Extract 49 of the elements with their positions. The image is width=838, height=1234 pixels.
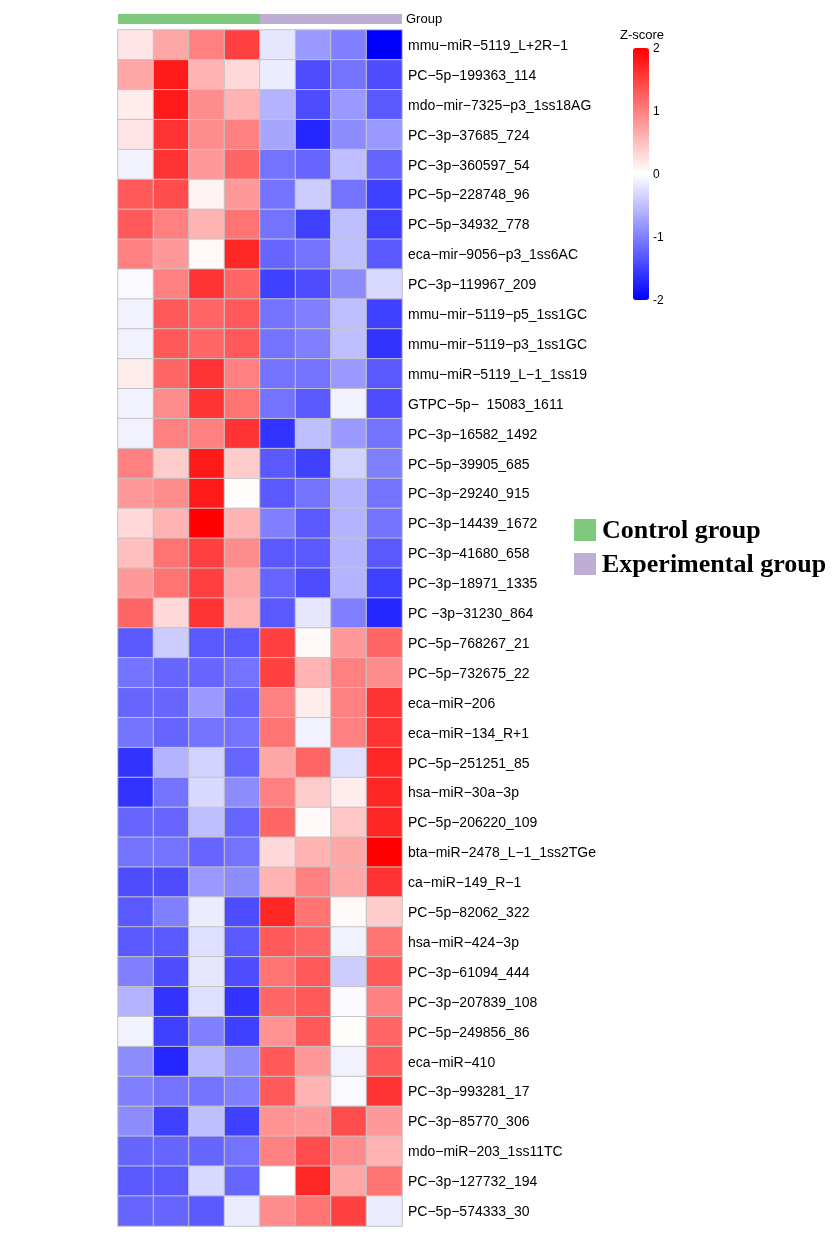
color-bar-label: -1 bbox=[653, 230, 664, 244]
y-tick-label: PC−3p−18971_1335 bbox=[408, 575, 538, 592]
y-tick-label: mdo−miR−203_1ss11TC bbox=[408, 1143, 563, 1160]
text: Group bbox=[406, 11, 443, 26]
y-tick-label: PC−3p−127732_194 bbox=[408, 1173, 538, 1190]
color-bar-label: -2 bbox=[653, 293, 664, 307]
y-tick-label: PC−5p−82062_322 bbox=[408, 904, 530, 921]
y-tick-label: bta−miR−2478_L−1_1ss2TGe bbox=[408, 844, 597, 861]
y-tick-label: eca−miR−206 bbox=[408, 694, 496, 711]
y-tick-label: hsa−miR−30a−3p bbox=[408, 784, 520, 801]
y-tick-label: PC−3p−37685_724 bbox=[408, 126, 530, 143]
text: Control group bbox=[602, 515, 761, 545]
y-tick-label: eca−miR−134_R+1 bbox=[408, 724, 530, 741]
y-tick-label: PC−3p−85770_306 bbox=[408, 1113, 530, 1130]
y-tick-label: PC −3p−31230_864 bbox=[408, 605, 534, 622]
y-tick-label: mmu−miR−5119_L+2R−1 bbox=[408, 36, 569, 53]
y-tick-label: mmu−mir−5119−p5_1ss1GC bbox=[408, 306, 588, 323]
y-tick-label: GTPC−5p− 15083_1611 bbox=[408, 395, 564, 412]
color-bar-label: 1 bbox=[653, 104, 660, 118]
y-tick-label: PC−3p−119967_209 bbox=[408, 276, 537, 293]
color-bar-label: 2 bbox=[653, 41, 660, 55]
y-tick-label: PC−5p−732675_22 bbox=[408, 664, 530, 681]
y-tick-label: hsa−miR−424−3p bbox=[408, 933, 520, 950]
color-bar-title: Z-score bbox=[620, 27, 665, 42]
color-bar-label: 0 bbox=[653, 167, 660, 181]
y-tick-label: PC−5p−228748_96 bbox=[408, 186, 530, 203]
y-tick-label: eca−mir−9056−p3_1ss6AC bbox=[408, 246, 579, 263]
y-tick-label: eca−miR−410 bbox=[408, 1053, 496, 1070]
text: Experimental group bbox=[602, 549, 827, 579]
y-tick-label: PC−5p−251251_85 bbox=[408, 754, 530, 771]
y-tick-label: mmu−miR−5119_L−1_1ss19 bbox=[408, 365, 588, 382]
y-tick-label: PC−3p−41680_658 bbox=[408, 545, 530, 562]
y-tick-label: PC−5p−39905_685 bbox=[408, 455, 530, 472]
y-tick-label: PC−3p−14439_1672 bbox=[408, 515, 538, 532]
y-tick-label: mmu−mir−5119−p3_1ss1GC bbox=[408, 335, 588, 352]
y-tick-label: PC−5p−199363_114 bbox=[408, 66, 537, 83]
y-tick-label: PC−5p−768267_21 bbox=[408, 634, 530, 651]
y-tick-label: PC−5p−249856_86 bbox=[408, 1023, 530, 1040]
y-tick-label: PC−3p−61094_444 bbox=[408, 963, 530, 980]
y-tick-label: PC−3p−29240_915 bbox=[408, 485, 530, 502]
y-tick-label: mdo−mir−7325−p3_1ss18AG bbox=[408, 96, 592, 113]
y-tick-label: PC−3p−207839_108 bbox=[408, 993, 538, 1010]
y-tick-label: PC−5p−574333_30 bbox=[408, 1203, 530, 1220]
y-tick-label: ca−miR−149_R−1 bbox=[408, 874, 522, 891]
y-tick-label: PC−5p−206220_109 bbox=[408, 814, 538, 831]
y-tick-label: PC−3p−993281_17 bbox=[408, 1083, 530, 1100]
y-tick-label: PC−3p−16582_1492 bbox=[408, 425, 538, 442]
y-tick-label: PC−3p−360597_54 bbox=[408, 156, 530, 173]
y-tick-label: PC−5p−34932_778 bbox=[408, 216, 530, 233]
